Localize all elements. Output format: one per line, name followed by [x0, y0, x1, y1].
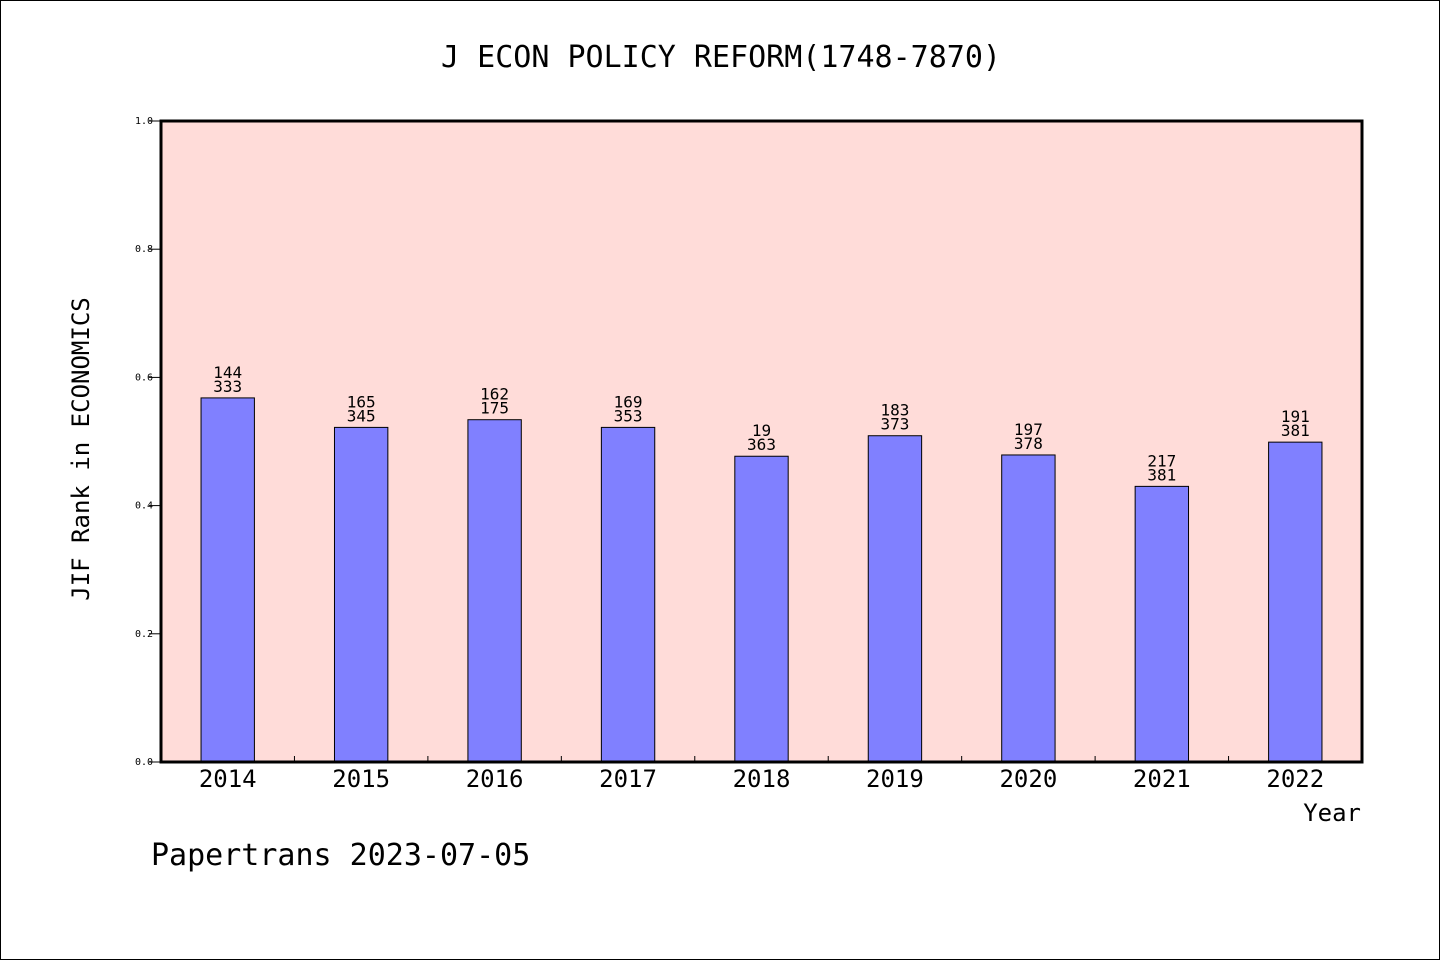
bar-total-label: 363 [747, 435, 776, 454]
bar-rank-label: 217 [1147, 451, 1176, 470]
x-tick-label: 2021 [1133, 765, 1191, 793]
bar-rank-label: 197 [1014, 420, 1043, 439]
x-tick-label: 2016 [466, 765, 524, 793]
bar-2019 [867, 435, 923, 763]
bar-rank-label: 144 [213, 363, 242, 382]
x-tick-label: 2017 [599, 765, 657, 793]
bar-2020 [1001, 454, 1056, 763]
bar-rank-label: 169 [614, 392, 643, 411]
y-tick-label: 0.0 [135, 757, 153, 768]
footer-text: Papertrans 2023-07-05 [151, 838, 530, 873]
x-tick-label: 2019 [866, 765, 924, 793]
bar-2015 [333, 426, 389, 763]
bar-2018 [734, 455, 789, 763]
x-tick-label: 2018 [733, 765, 791, 793]
bar-rank-label: 165 [347, 392, 376, 411]
x-tick-label: 2014 [199, 765, 257, 793]
bar-2022 [1268, 441, 1323, 763]
bar-total-label: 381 [1147, 465, 1176, 484]
y-axis-label: JIF Rank in ECONOMICS [67, 297, 95, 600]
bar-2016 [467, 419, 522, 763]
x-tick-label: 2015 [332, 765, 390, 793]
y-tick-label: 0.2 [135, 629, 153, 640]
bar-rank-label: 191 [1281, 407, 1310, 426]
y-axis-ticks: 0.0 0.2 0.4 0.6 0.8 1.0 [135, 116, 161, 768]
bar-2017 [600, 426, 656, 763]
bar-total-label: 378 [1014, 434, 1043, 453]
bar-total-label: 353 [614, 406, 643, 425]
x-tick-label: 2020 [999, 765, 1057, 793]
x-tick-label: 2022 [1266, 765, 1324, 793]
bar-2014 [200, 397, 255, 763]
bar-rank-label: 162 [480, 385, 509, 404]
bar-total-label: 333 [213, 377, 242, 396]
y-tick-label: 1.0 [135, 116, 153, 127]
bar-total-label: 373 [880, 415, 909, 434]
bar-rank-label: 183 [880, 401, 909, 420]
bar-2021 [1134, 485, 1190, 763]
bar-total-label: 345 [347, 406, 376, 425]
y-tick-label: 0.8 [135, 244, 153, 255]
x-axis-ticks: 2014 2015 2016 2017 2018 2019 2020 2021 2022 [199, 756, 1324, 793]
bar-rank-label: 19 [752, 421, 771, 440]
y-tick-label: 0.6 [135, 372, 153, 383]
x-axis-label: Year [1303, 799, 1361, 827]
chart-title: J ECON POLICY REFORM(1748-7870) [441, 40, 1001, 75]
y-tick-label: 0.4 [135, 501, 153, 512]
bar-total-label: 175 [480, 399, 509, 418]
plot-border [159, 119, 1364, 764]
bar-total-label: 381 [1281, 421, 1310, 440]
